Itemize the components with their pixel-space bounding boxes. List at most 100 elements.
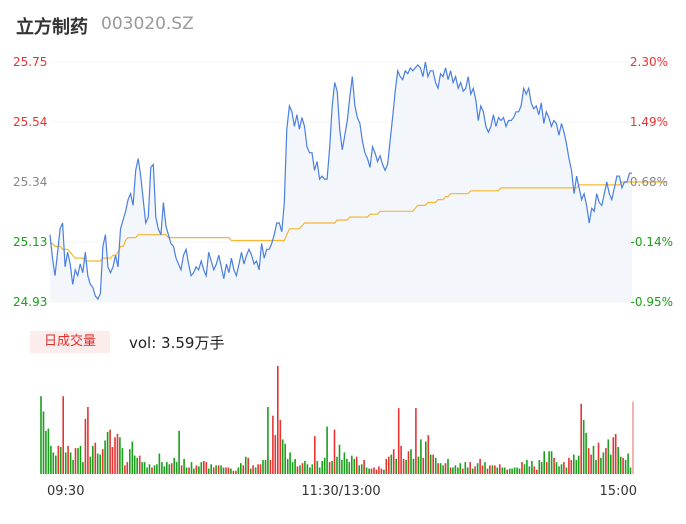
volume-bar xyxy=(314,436,316,474)
volume-bar xyxy=(462,468,464,474)
volume-bar xyxy=(417,456,420,474)
x-tick-open: 09:30 xyxy=(47,484,84,499)
volume-bar xyxy=(425,441,427,474)
stock-code: 003020.SZ xyxy=(101,14,194,34)
y-left-tick-4: 24.93 xyxy=(13,295,47,309)
volume-bar xyxy=(341,460,343,474)
volume-bar xyxy=(309,467,311,474)
volume-bar xyxy=(397,408,400,474)
volume-prefix: vol: xyxy=(129,334,162,352)
volume-bar xyxy=(230,468,232,474)
volume-bar xyxy=(178,430,180,474)
volume-bar xyxy=(508,468,511,474)
y-right-tick-2: 0.68% xyxy=(630,175,668,189)
volume-bar xyxy=(168,464,171,474)
volume-bar xyxy=(442,465,444,474)
volume-bar xyxy=(575,460,578,474)
volume-bar xyxy=(595,460,597,474)
volume-bar xyxy=(94,442,97,474)
volume-bar xyxy=(116,434,119,474)
volume-bar xyxy=(555,462,558,474)
volume-bar xyxy=(274,435,277,474)
volume-bar xyxy=(560,464,563,474)
volume-bar xyxy=(540,462,543,474)
volume-bar xyxy=(153,465,156,474)
volume-bar xyxy=(126,462,129,474)
volume-bar xyxy=(264,460,267,474)
volume-bar xyxy=(254,467,257,474)
volume-bar xyxy=(511,468,513,474)
volume-bar xyxy=(185,467,188,474)
volume-bar xyxy=(104,440,106,474)
volume-bar xyxy=(289,452,291,474)
volume-bar xyxy=(503,467,506,474)
volume-bar xyxy=(400,445,402,474)
volume-bar xyxy=(101,449,104,474)
volume-bar xyxy=(469,462,471,474)
volume-bar xyxy=(605,448,607,474)
volume-bar xyxy=(412,458,415,474)
volume-bar xyxy=(439,463,442,474)
volume-bar xyxy=(346,458,348,474)
volume-bar xyxy=(429,454,432,474)
volume-bar xyxy=(269,460,272,474)
volume-bar xyxy=(129,449,131,474)
volume-bar xyxy=(506,469,508,474)
volume-bar xyxy=(543,451,545,474)
volume-bar xyxy=(50,445,52,474)
volume-bar xyxy=(306,464,309,474)
volume-bar xyxy=(291,462,294,474)
volume-bar xyxy=(501,467,504,474)
volume-bar xyxy=(516,467,518,474)
volume-bar xyxy=(437,463,439,474)
volume-bar xyxy=(242,465,245,474)
volume-bar xyxy=(370,468,373,474)
volume-bar xyxy=(99,454,101,474)
x-tick-midday: 11:30/13:00 xyxy=(301,484,380,499)
volume-bar xyxy=(79,445,82,474)
volume-bar xyxy=(444,463,447,474)
volume-bar xyxy=(257,464,259,474)
volume-bar xyxy=(175,462,178,474)
volume-bar xyxy=(45,430,47,474)
volume-bar xyxy=(629,467,632,474)
volume-bar xyxy=(531,461,533,474)
volume-bar xyxy=(84,418,87,474)
volume-bar xyxy=(402,458,405,474)
volume-bar xyxy=(304,461,306,474)
volume-bar xyxy=(301,463,304,474)
volume-bar xyxy=(203,461,205,474)
volume-bar xyxy=(326,426,328,474)
volume-bar xyxy=(180,465,183,474)
volume-bar xyxy=(612,437,615,474)
volume-bar xyxy=(47,428,50,474)
volume-bar xyxy=(72,460,74,474)
volume-bar xyxy=(296,466,299,474)
volume-bar xyxy=(597,442,600,474)
volume-bar xyxy=(452,467,454,474)
volume-bar xyxy=(415,408,417,474)
volume-bar xyxy=(133,455,136,474)
volume-bar xyxy=(183,458,185,474)
volume-bar xyxy=(388,456,390,474)
volume-bar xyxy=(499,464,501,474)
volume-bar xyxy=(489,465,491,474)
volume-bar xyxy=(632,401,634,474)
volume-bar xyxy=(193,468,195,474)
volume-bar xyxy=(627,453,629,474)
volume-bar xyxy=(491,465,494,474)
volume-bar xyxy=(138,455,141,474)
volume-bar xyxy=(464,462,467,474)
y-left-tick-2: 25.34 xyxy=(13,175,47,189)
volume-bar xyxy=(563,462,565,474)
volume-bar xyxy=(237,467,240,474)
volume-bar xyxy=(55,455,57,474)
volume-bar xyxy=(62,396,64,474)
volume-bar xyxy=(427,435,430,474)
daily-volume-tab[interactable]: 日成交量 xyxy=(30,331,110,353)
x-tick-close: 15:00 xyxy=(600,484,637,499)
volume-bar xyxy=(405,460,407,474)
volume-bar xyxy=(390,454,393,474)
volume-bar xyxy=(188,467,190,474)
volume-bar xyxy=(392,449,395,474)
